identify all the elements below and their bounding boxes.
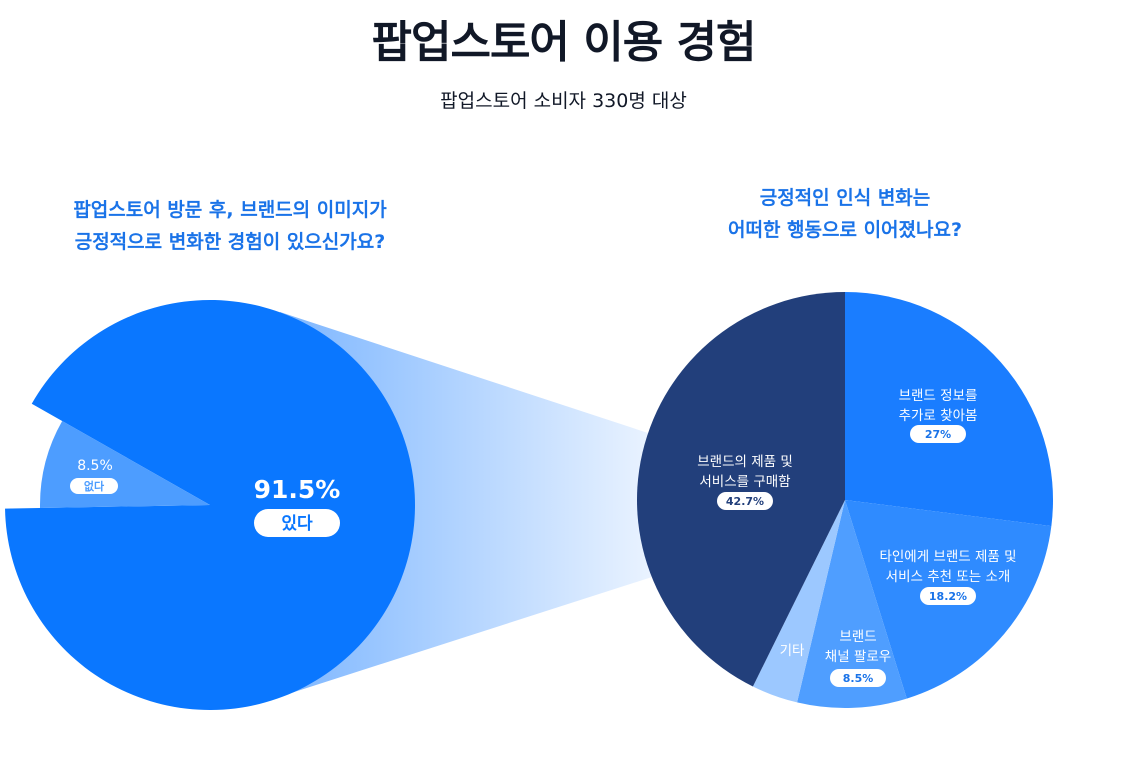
yes-category-label-pill <box>254 509 340 537</box>
yes-category-label: 있다 <box>281 514 313 534</box>
action-value-label-pill <box>717 492 773 510</box>
action-category-label: 타인에게 브랜드 제품 및 <box>879 549 1016 565</box>
action-category-label: 브랜드의 제품 및 <box>697 454 793 470</box>
pie-slice-yes <box>5 300 415 710</box>
chart-title: 팝업스토어 이용 경험 <box>371 17 757 68</box>
action-category-label: 추가로 찾아봄 <box>899 408 978 424</box>
action-value-label: 8.5% <box>843 672 874 685</box>
pie-slice-action-2 <box>797 500 907 708</box>
action-value-label-pill <box>920 587 976 605</box>
action-value-label-pill <box>830 669 886 687</box>
action-value-label: 27% <box>925 428 951 441</box>
action-value-label: 42.7% <box>726 495 764 508</box>
action-category-label: 브랜드 정보를 <box>899 388 978 404</box>
chart-subtitle: 팝업스토어 소비자 330명 대상 <box>440 90 687 112</box>
left-question-line: 긍정적으로 변화한 경험이 있으신가요? <box>74 231 386 253</box>
no-value-label: 8.5% <box>77 458 113 474</box>
action-value-label: 18.2% <box>929 590 967 603</box>
yes-value-label: 91.5% <box>254 475 341 504</box>
right-question-line: 어떠한 행동으로 이어졌나요? <box>727 219 962 241</box>
no-category-label: 없다 <box>84 479 105 493</box>
right-question-line: 긍정적인 인식 변화는 <box>759 187 931 209</box>
action-category-label: 기타 <box>780 643 805 659</box>
action-category-label: 브랜드 <box>839 629 876 645</box>
pie-slice-action-4 <box>637 292 845 687</box>
left-question-line: 팝업스토어 방문 후, 브랜드의 이미지가 <box>73 199 387 221</box>
action-category-label: 채널 팔로우 <box>825 649 891 665</box>
pie-slice-action-3 <box>752 500 845 703</box>
no-category-label-pill <box>70 478 118 494</box>
right-question: 긍정적인 인식 변화는 어떠한 행동으로 이어졌나요? <box>645 182 1045 246</box>
pie-slice-action-0 <box>845 292 1053 527</box>
action-category-label: 서비스를 구매함 <box>699 474 790 490</box>
action-category-label: 서비스 추천 또는 소개 <box>886 569 1011 585</box>
left-question: 팝업스토어 방문 후, 브랜드의 이미지가 긍정적으로 변화한 경험이 있으신가… <box>30 194 430 258</box>
action-value-label-pill <box>910 425 966 443</box>
